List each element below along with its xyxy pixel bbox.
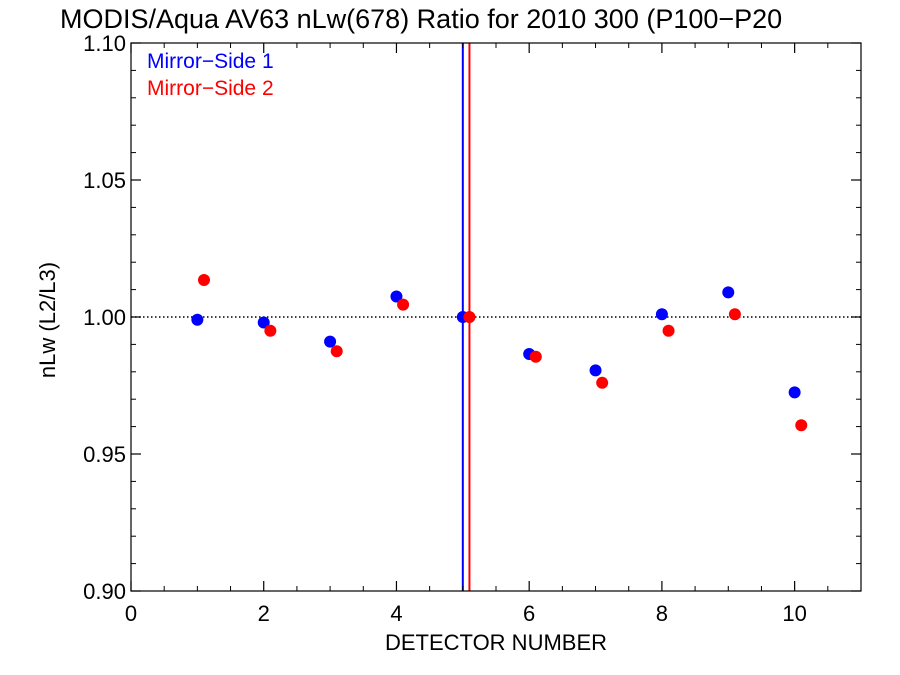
data-point-series1-8 <box>655 308 668 321</box>
x-axis-label: DETECTOR NUMBER <box>385 630 607 655</box>
data-point-series2-6 <box>529 350 542 363</box>
x-tick-label-4: 8 <box>656 601 668 626</box>
y-tick-label-0: 0.90 <box>83 579 126 604</box>
data-point-series2-7 <box>596 376 609 389</box>
data-point-series1-2 <box>257 316 270 329</box>
data-point-series2-10 <box>795 419 808 432</box>
legend-entry-2: Mirror−Side 2 <box>147 77 274 100</box>
data-point-series2-4 <box>397 298 410 311</box>
data-point-series1-4 <box>390 290 403 303</box>
data-point-series2-8 <box>662 324 675 337</box>
data-points <box>191 274 808 432</box>
data-point-series2-2 <box>264 324 277 337</box>
x-tick-label-2: 4 <box>390 601 402 626</box>
x-tick-label-1: 2 <box>258 601 270 626</box>
data-point-series1-10 <box>788 386 801 399</box>
y-tick-label-4: 1.10 <box>83 31 126 56</box>
y-axis-label: nLw (L2/L3) <box>35 262 60 378</box>
data-point-series2-9 <box>728 308 741 321</box>
ticks <box>130 42 861 592</box>
chart-title: MODIS/Aqua AV63 nLw(678) Ratio for 2010 … <box>60 4 782 34</box>
y-tick-label-2: 1.00 <box>83 305 126 330</box>
tick-labels: 0 2 4 6 8 10 0.90 0.95 1.00 1.05 1.10 <box>83 31 807 626</box>
data-point-series2-5 <box>463 311 476 323</box>
data-point-series2-1 <box>198 274 210 287</box>
data-point-series1-9 <box>722 286 735 299</box>
data-point-series1-1 <box>191 313 204 326</box>
data-point-series1-3 <box>324 335 337 348</box>
y-tick-label-1: 0.95 <box>83 442 126 467</box>
x-tick-label-5: 10 <box>782 601 806 626</box>
data-point-series1-7 <box>589 364 602 377</box>
y-tick-label-3: 1.05 <box>83 168 126 193</box>
x-tick-label-0: 0 <box>125 601 137 626</box>
data-point-series2-3 <box>330 345 343 358</box>
x-tick-label-3: 6 <box>523 601 535 626</box>
legend: Mirror−Side 1 Mirror−Side 2 <box>147 50 274 100</box>
legend-entry-1: Mirror−Side 1 <box>147 50 274 73</box>
